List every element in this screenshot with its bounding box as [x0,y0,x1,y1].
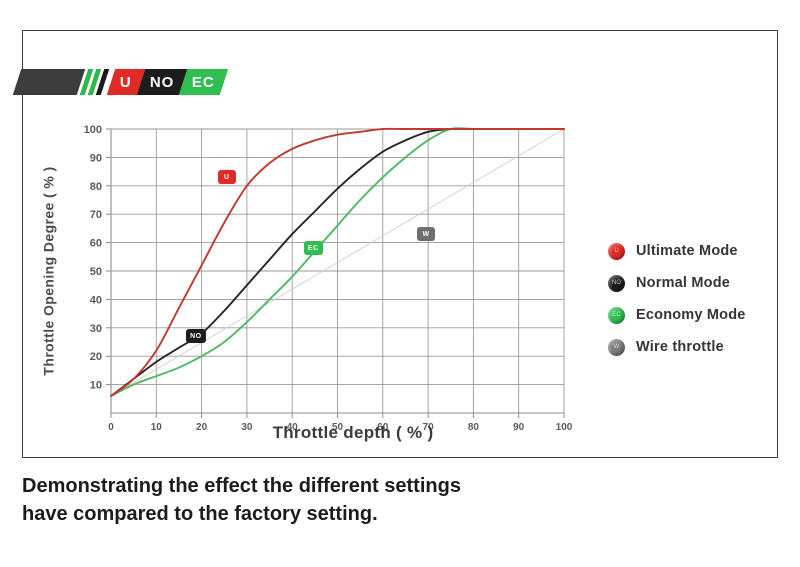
curve-badge-normal-mode: NO [186,329,206,344]
y-axis-tick-label: 60 [90,238,102,250]
legend-item-label: Normal Mode [636,275,731,291]
x-axis-tick-label: 50 [332,422,344,433]
y-axis-tick-label: 80 [90,181,102,193]
y-axis-tick-label: 50 [90,266,102,278]
caption-line-1: Demonstrating the effect the different s… [22,475,461,497]
curve-badge-wire-throttle: W [417,227,436,242]
legend-item-ultimate-mode[interactable]: U Ultimate Mode [608,235,783,267]
axis-tick-labels-layer: 0 10 20 30 40 50 60 70 80 90 100 10 20 30 40 50 60 70 80 90… [84,124,573,433]
curve-ultimate-mode [110,127,565,397]
curves-layer [110,127,565,397]
legend-item-normal-mode[interactable]: NO Normal Mode [608,267,783,299]
x-axis-tick-label: 100 [556,422,573,433]
x-axis-tick-label: 80 [468,422,480,433]
legend-item-label: Ultimate Mode [636,243,738,259]
curve-badge-ultimate-mode: U [217,170,236,185]
legend-marker-icon: NO [608,274,625,292]
legend-marker-icon: W [608,338,625,356]
axis-ticks-layer [106,128,565,418]
y-axis-tick-label: 30 [90,323,102,335]
legend-marker-icon: U [608,242,625,260]
x-axis-tick-label: 60 [377,422,389,433]
x-axis-tick-label: 90 [513,422,525,433]
y-axis-title: Throttle Opening Degree ( % ) [35,131,63,411]
y-axis-tick-label: 40 [90,294,102,306]
x-axis-tick-label: 0 [108,422,114,433]
plot-svg: 0 10 20 30 40 50 60 70 80 90 100 10 20 30 40 50 60 70 80 90… [84,124,573,433]
y-axis-tick-label: 100 [84,124,102,136]
x-axis-tick-label: 30 [241,422,253,433]
x-axis-tick-label: 20 [196,422,208,433]
chart-card: U NO EC 0 10 20 30 40 50 60 70 80 90 100 10 20 30 40 50… [12,30,778,458]
y-axis-tick-label: 90 [90,152,102,164]
legend-item-wire-throttle[interactable]: W Wire throttle [608,331,783,363]
legend-marker-icon: EC [608,306,625,324]
throttle-response-chart: 0 10 20 30 40 50 60 70 80 90 100 10 20 30 40 50 60 70 80 90… [23,31,777,457]
caption-line-2: have compared to the factory setting. [22,503,378,525]
legend-item-label: Economy Mode [636,307,746,323]
x-axis-title: Throttle depth ( % ) [272,423,434,442]
x-axis-tick-label: 70 [423,422,435,433]
x-axis-tick-label: 10 [151,422,163,433]
curve-badge-economy-mode: EC [303,241,323,256]
y-axis-title-text: Throttle Opening Degree ( % ) [41,166,58,376]
x-axis-tick-label: 40 [287,422,299,433]
chart-legend: U Ultimate Mode NO Normal Mode EC Economy Mod… [608,235,783,363]
grid-layer [110,128,565,414]
figure-caption: Demonstrating the effect the different s… [22,472,622,528]
y-axis-tick-label: 20 [90,351,102,363]
y-axis-tick-label: 70 [90,209,102,221]
curve-wire-throttle [110,128,565,397]
legend-item-economy-mode[interactable]: EC Economy Mode [608,299,783,331]
legend-item-label: Wire throttle [636,339,724,355]
y-axis-tick-label: 10 [90,380,102,392]
